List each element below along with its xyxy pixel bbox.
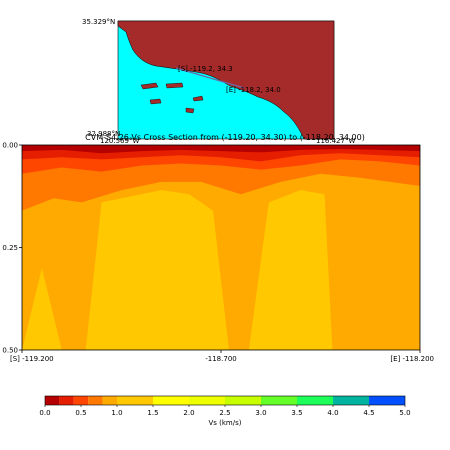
- colorbar-cell: [369, 396, 405, 405]
- colorbar-tick-label: 3.0: [255, 409, 266, 417]
- y-tick-label: 0.00: [2, 142, 18, 150]
- colorbar-tick-label: 5.0: [399, 409, 410, 417]
- x-tick-label: [E] -118.200: [390, 355, 434, 363]
- y-tick-label: 0.25: [2, 244, 18, 252]
- cross-section-plot: [22, 145, 420, 350]
- map-island: [149, 98, 162, 105]
- colorbar-cell: [45, 396, 60, 405]
- colorbar-cell: [59, 396, 74, 405]
- map-island: [140, 82, 159, 90]
- colorbar-label: Vs (km/s): [208, 419, 241, 427]
- colorbar-tick-label: 4.0: [327, 409, 338, 417]
- colorbar-cell: [102, 396, 117, 405]
- colorbar-cell: [225, 396, 261, 405]
- colorbar-cell: [189, 396, 225, 405]
- x-tick-label: -118.700: [205, 355, 236, 363]
- map-lat-bottom-label: 32.988°N: [87, 130, 120, 138]
- colorbar-tick-label: 2.5: [219, 409, 230, 417]
- location-map: 35.329°N 32.988°N 120.569°W 116.427°W [S…: [82, 18, 355, 145]
- map-land: [117, 20, 335, 140]
- colorbar-tick-label: 2.0: [183, 409, 194, 417]
- chart-title: CVM-S4.26 Vs Cross Section from (-119.20…: [85, 133, 365, 142]
- colorbar-cell: [73, 396, 89, 405]
- map-island: [192, 95, 204, 102]
- colorbar-tick-label: 4.5: [363, 409, 374, 417]
- x-tick-label: [S] -119.200: [10, 355, 54, 363]
- colorbar-tick-label: 1.5: [147, 409, 158, 417]
- map-end-label: [E] -118.2, 34.0: [226, 86, 281, 94]
- section-track: [175, 67, 245, 89]
- colorbar-tick-label: 1.0: [111, 409, 122, 417]
- map-island: [185, 107, 195, 114]
- map-lon-right-label: 116.427°W: [316, 137, 355, 145]
- map-start-label: [S] -119.2, 34.3: [178, 65, 233, 73]
- colorbar-cell: [297, 396, 333, 405]
- layer-1.0-1.5: [22, 190, 420, 350]
- colorbar-cell: [333, 396, 369, 405]
- colorbar-tick-label: 3.5: [291, 409, 302, 417]
- cross-section-axes: 0.00 0.25 0.50[S] -119.200 -118.700 [E] -118…: [2, 142, 434, 364]
- map-lon-left-label: 120.569°W: [100, 137, 139, 145]
- colorbar-cell: [261, 396, 297, 405]
- colorbar-cell: [117, 396, 153, 405]
- map-lat-top-label: 35.329°N: [82, 18, 115, 26]
- colorbar: 0.0 0.5 1.0 1.5 2.0 2.5 3.0 3.5 4.0 4.5 5.0: [39, 395, 411, 417]
- colorbar-cell: [88, 396, 103, 405]
- y-tick-label: 0.50: [2, 347, 18, 355]
- colorbar-tick-label: 0.0: [39, 409, 50, 417]
- colorbar-cell: [153, 396, 189, 405]
- map-island: [165, 82, 184, 89]
- colorbar-tick-label: 0.5: [75, 409, 86, 417]
